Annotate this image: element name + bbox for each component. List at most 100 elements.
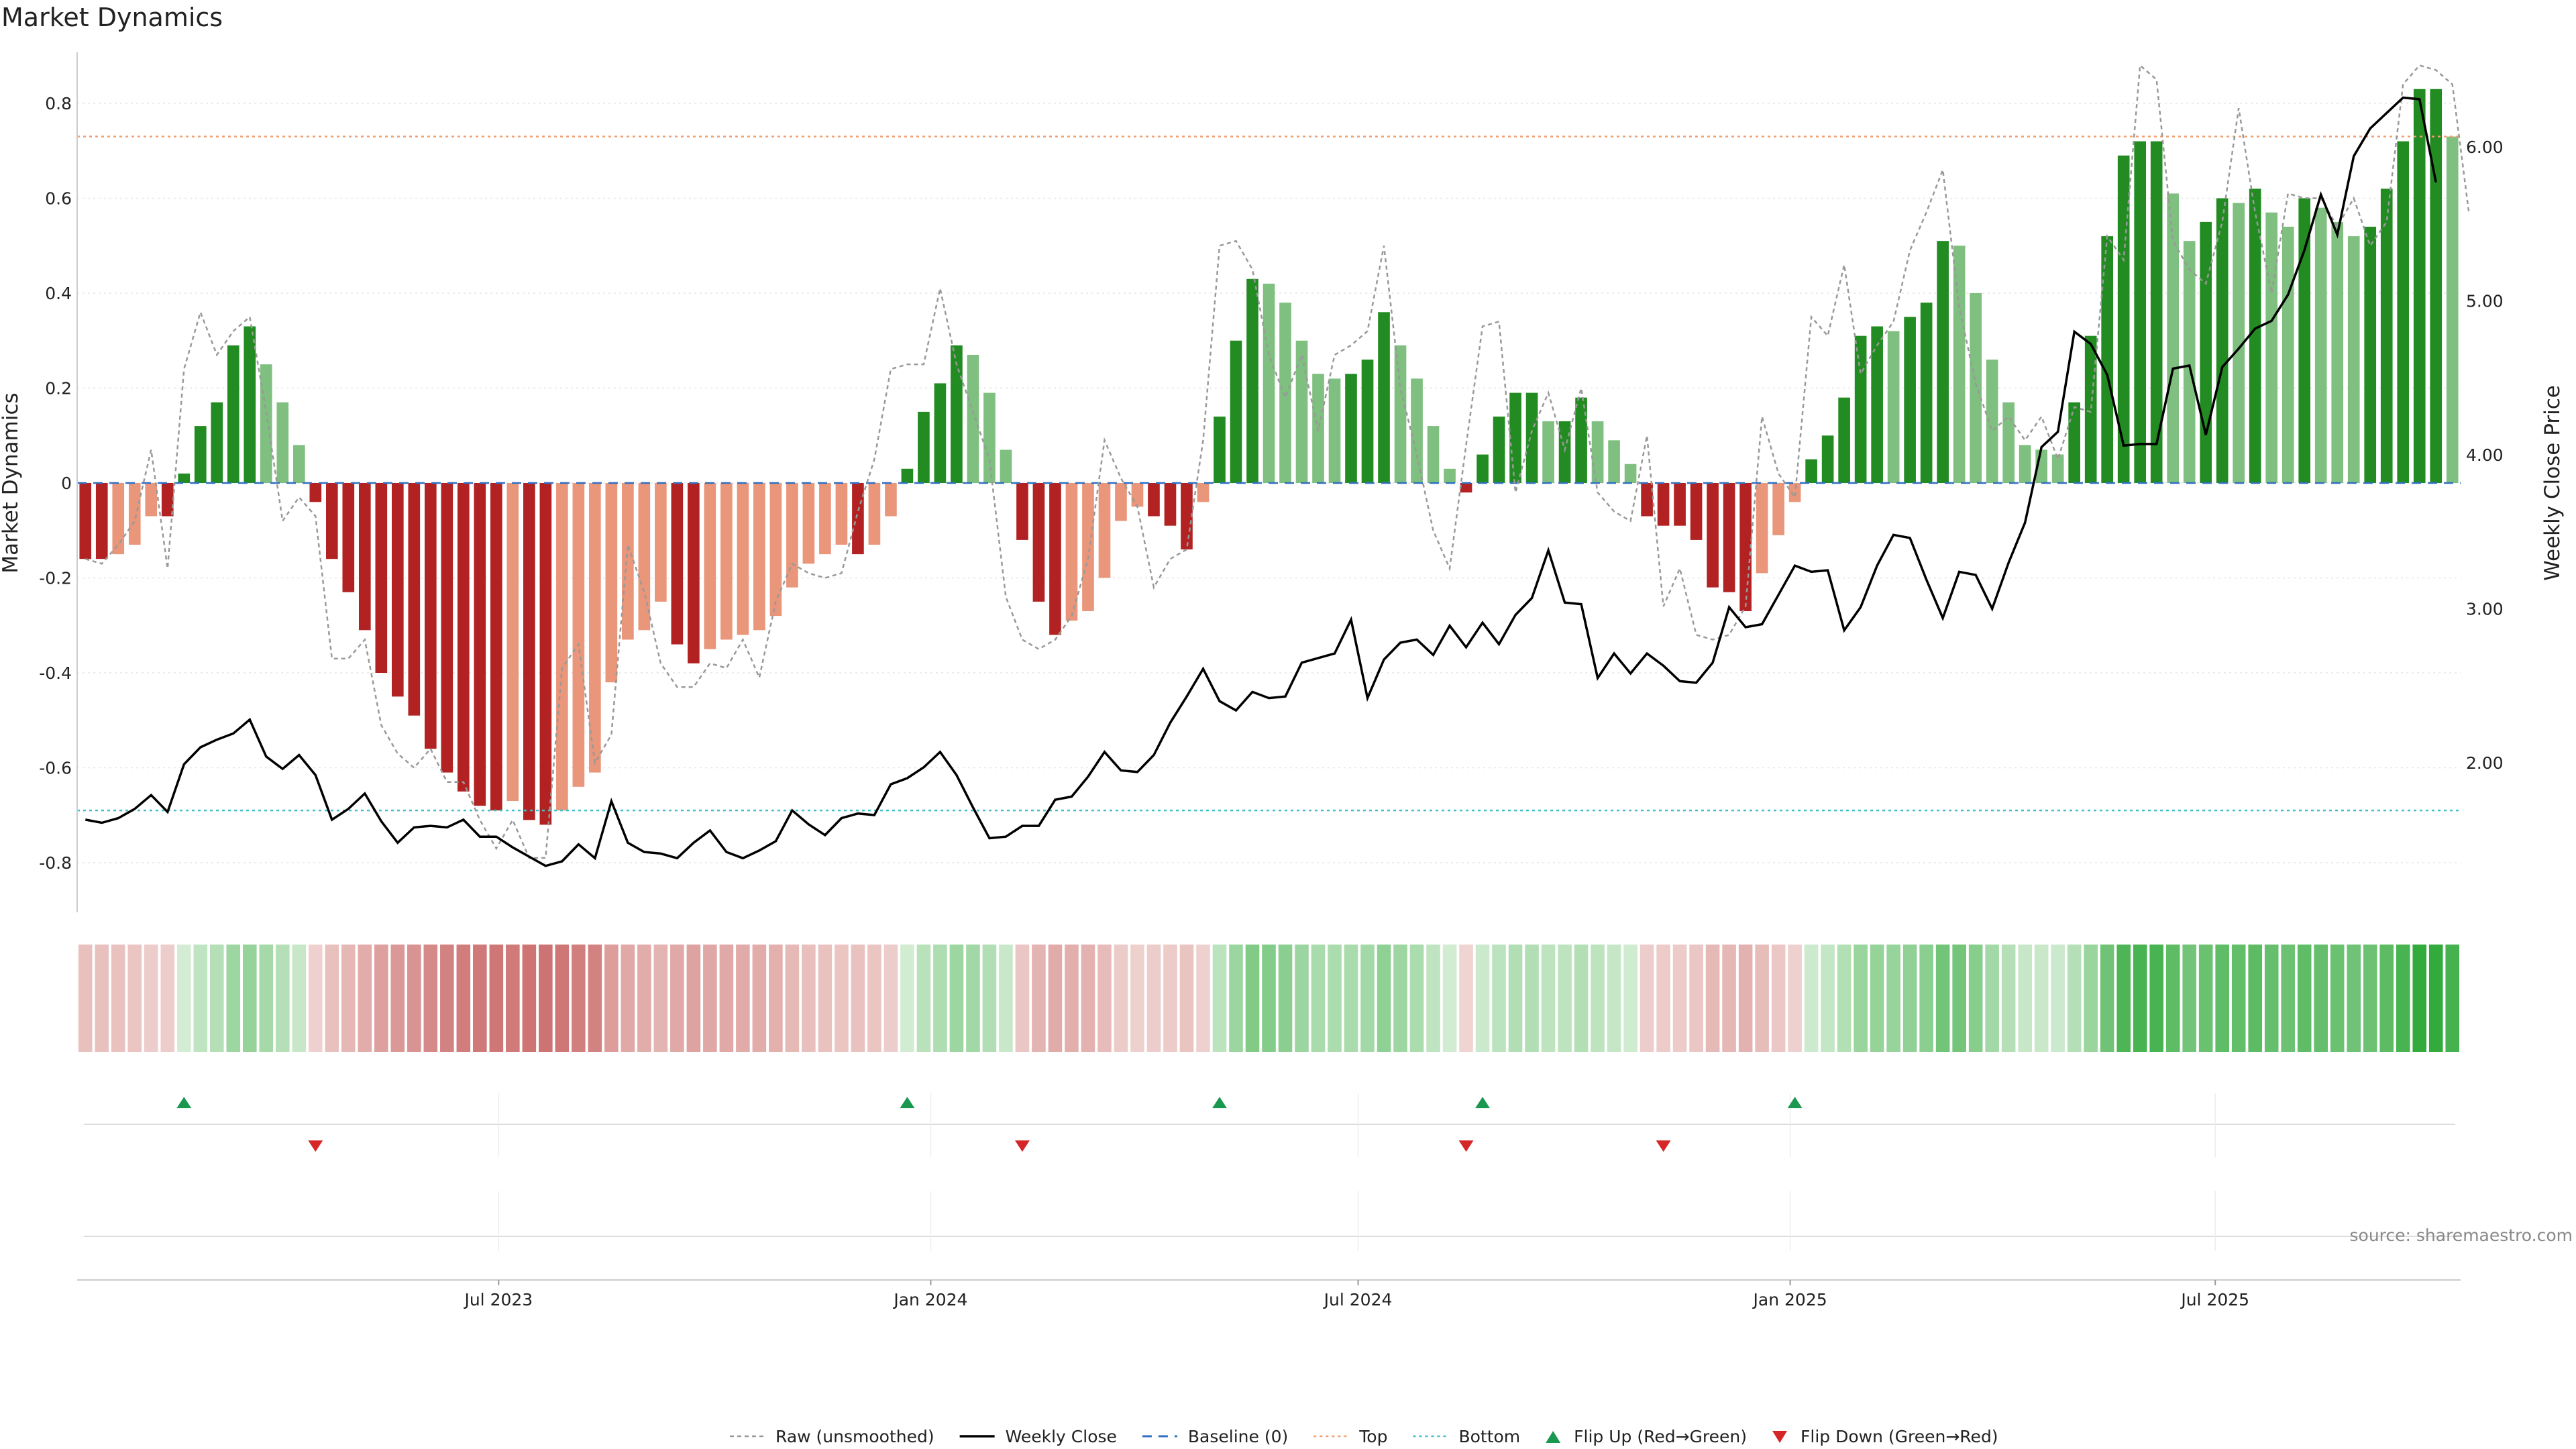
bar (1904, 317, 1916, 483)
bar (474, 483, 486, 806)
bar (1197, 483, 1210, 502)
legend-label: Top (1358, 1427, 1387, 1446)
strip-cell (1508, 945, 1523, 1052)
strip-cell (999, 945, 1013, 1052)
strip-cell (2412, 945, 2427, 1052)
bar (2019, 445, 2031, 483)
bar (2216, 198, 2229, 483)
bar (2347, 236, 2360, 483)
bar (1279, 303, 1291, 483)
bar (244, 326, 256, 483)
strip-cell (2034, 945, 2049, 1052)
strip-cell (2198, 945, 2213, 1052)
strip-cell (325, 945, 339, 1052)
strip-cell (1344, 945, 1358, 1052)
bar (819, 483, 831, 555)
bar (1477, 454, 1489, 483)
strip-cell (2231, 945, 2246, 1052)
bar (79, 483, 92, 559)
bar (227, 345, 239, 483)
strip-cell (555, 945, 570, 1052)
strip-cell (489, 945, 504, 1052)
strip-cell (900, 945, 914, 1052)
bar (885, 483, 897, 517)
bar (112, 483, 125, 555)
legend-item: Raw (unsmoothed) (730, 1427, 934, 1446)
strip-cell (176, 945, 191, 1052)
bar (1032, 483, 1045, 602)
flip-up-marker (1475, 1097, 1491, 1108)
bar (1394, 345, 1407, 483)
bar (161, 483, 174, 517)
strip-cell (209, 945, 224, 1052)
line-layer (77, 63, 2470, 867)
bar (704, 483, 716, 649)
legend-label: Flip Down (Green→Red) (1801, 1427, 1998, 1446)
bar (1427, 426, 1440, 483)
x-tick-label: Jul 2023 (463, 1290, 533, 1309)
bar (638, 483, 651, 631)
bar (425, 483, 437, 749)
bar (2002, 402, 2015, 483)
bar (1986, 360, 1998, 483)
y-tick-label: 0.8 (45, 94, 72, 113)
legend-flip-down-swatch (1772, 1431, 1788, 1443)
strip-cell (949, 945, 964, 1052)
strip-cell (144, 945, 158, 1052)
legend-label: Raw (unsmoothed) (775, 1427, 934, 1446)
flip-up-marker (176, 1097, 192, 1108)
strip-cell (1032, 945, 1046, 1052)
strip-cell (1426, 945, 1440, 1052)
y-tick-label: -0.4 (39, 663, 72, 683)
strip-cell (111, 945, 125, 1052)
flip-down-marker (308, 1140, 323, 1152)
x-tick-label: Jul 2025 (2180, 1290, 2249, 1309)
strip-cell (276, 945, 290, 1052)
strip-cell (1229, 945, 1243, 1052)
x-tick-label: Jan 2025 (1752, 1290, 1827, 1309)
strip-cell (1821, 945, 1835, 1052)
chart-title: Market Dynamics (1, 3, 223, 32)
strip-cell (1459, 945, 1473, 1052)
strip-cell (2396, 945, 2410, 1052)
bar (2282, 226, 2294, 483)
bar (2084, 335, 2097, 483)
bar (1263, 283, 1275, 483)
bar (572, 483, 585, 787)
strip-cell (1097, 945, 1112, 1052)
strip-cell (883, 945, 898, 1052)
bar (1591, 421, 1604, 483)
strip-cell (1475, 945, 1490, 1052)
y-tick-label: -0.2 (39, 569, 72, 588)
strip-cell (572, 945, 586, 1052)
bar (2397, 141, 2410, 483)
bar (2134, 141, 2147, 483)
legend-label: Flip Up (Red→Green) (1574, 1427, 1747, 1446)
bar (753, 483, 765, 631)
strip-cell (226, 945, 241, 1052)
bar (1098, 483, 1111, 578)
strip-cell (506, 945, 520, 1052)
strip-cell (1837, 945, 1851, 1052)
bar (671, 483, 684, 645)
strip-cell (1771, 945, 1786, 1052)
bar (523, 483, 535, 820)
strip-cell (1541, 945, 1556, 1052)
bar (934, 383, 947, 483)
bar (325, 483, 338, 559)
flip-markers-panel (84, 1093, 2455, 1251)
bar (2298, 198, 2311, 483)
strip-cell (95, 945, 109, 1052)
strip-cell (193, 945, 208, 1052)
bar (292, 445, 305, 483)
strip-cell (588, 945, 602, 1052)
bar (983, 392, 996, 483)
right-axis-label: Weekly Close Price (2540, 385, 2565, 581)
strip-cell (1689, 945, 1703, 1052)
axis-layer: 0.8 0.6 0.4 0.2 0 -0.2 -0.4 -0.6 -0.8 6.00 5.00 4.0… (39, 52, 2504, 912)
flip-down-marker (1656, 1140, 1671, 1152)
bar (1345, 374, 1357, 483)
bar (1937, 241, 1949, 483)
strip-cell (1640, 945, 1654, 1052)
bar (1049, 483, 1061, 635)
